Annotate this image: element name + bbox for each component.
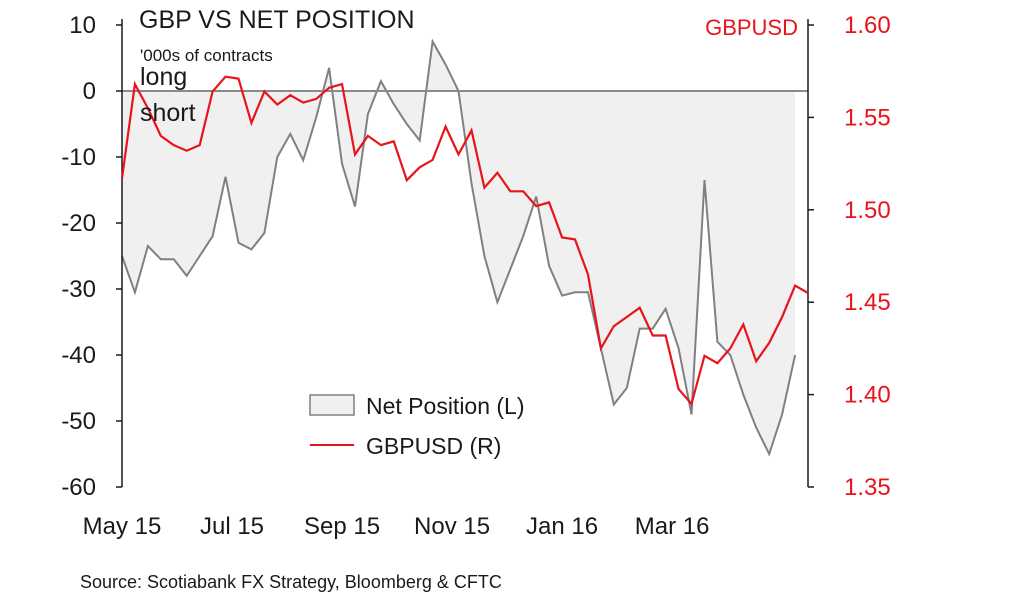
gbpusd-line-group [120, 75, 809, 407]
right-axis-title: GBPUSD [705, 15, 798, 40]
x-tick-label: Jan 16 [526, 513, 598, 540]
chart-subtitle: '000s of contracts [140, 46, 273, 65]
right-tick-label: 1.45 [844, 289, 891, 316]
left-tick-label: -60 [61, 474, 96, 501]
right-tick-label: 1.50 [844, 197, 891, 224]
legend: Net Position (L) GBPUSD (R) [309, 393, 525, 459]
left-tick-label: 10 [69, 12, 96, 39]
right-tick-label: 1.60 [844, 12, 891, 39]
annotation-long: long [140, 63, 187, 91]
net-position-area-fill [122, 41, 796, 454]
gbpusd-line [120, 75, 809, 407]
left-tick-label: -40 [61, 342, 96, 369]
right-tick-label: 1.35 [844, 474, 891, 501]
tick-labels-group: 10 0 -10 -20 -30 -40 -50 -60 1.60 1.55 1.50 1.45 1.4… [61, 12, 890, 540]
x-tick-label: May 15 [83, 513, 162, 540]
legend-label-net-position: Net Position (L) [366, 393, 525, 419]
left-tick-label: 0 [83, 78, 96, 105]
left-tick-label: -20 [61, 210, 96, 237]
x-tick-label: Nov 15 [414, 513, 490, 540]
annotation-short: short [140, 99, 196, 127]
right-tick-label: 1.55 [844, 104, 891, 131]
x-tick-label: Mar 16 [635, 513, 710, 540]
source-note: Source: Scotiabank FX Strategy, Bloomber… [80, 572, 502, 592]
x-tick-label: Jul 15 [200, 513, 264, 540]
left-tick-label: -50 [61, 408, 96, 435]
x-tick-label: Sep 15 [304, 513, 380, 540]
legend-area-swatch [309, 394, 355, 416]
legend-label-gbpusd: GBPUSD (R) [366, 433, 501, 459]
left-tick-label: -30 [61, 276, 96, 303]
axes-group [116, 19, 814, 488]
right-tick-label: 1.40 [844, 382, 891, 409]
chart-title: GBP VS NET POSITION [139, 6, 415, 34]
left-tick-label: -10 [61, 144, 96, 171]
